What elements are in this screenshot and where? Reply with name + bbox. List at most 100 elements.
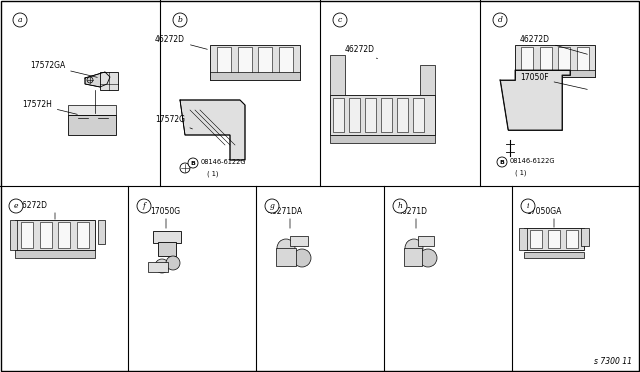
Bar [98,220,105,244]
Circle shape [405,239,423,257]
Text: g: g [269,202,275,210]
Circle shape [180,163,190,173]
Bar [524,228,584,250]
Bar [217,47,231,78]
Bar [259,47,272,78]
Bar [210,45,300,80]
Bar [330,135,435,143]
Bar [548,230,560,248]
Circle shape [497,157,507,167]
Bar [524,252,584,258]
Bar [404,248,422,266]
Circle shape [82,119,94,131]
Circle shape [13,13,27,27]
Bar [515,45,595,77]
Text: a: a [18,16,22,24]
Polygon shape [500,70,570,130]
Bar [581,228,589,246]
Text: e: e [13,202,19,210]
Bar [15,250,95,258]
Text: 46272D: 46272D [345,45,378,59]
Bar [330,55,345,95]
Bar [521,47,534,75]
Text: i: i [527,202,529,210]
Bar [413,98,424,132]
Bar [10,220,17,250]
Bar [530,230,542,248]
Bar [158,242,176,256]
Text: c: c [338,16,342,24]
Text: ( 1): ( 1) [207,170,218,176]
Circle shape [173,13,187,27]
Circle shape [137,199,151,213]
Bar [418,236,434,246]
Circle shape [166,256,180,270]
Bar [210,72,300,80]
Text: 17050F: 17050F [520,73,588,89]
Text: s 7300 11: s 7300 11 [594,357,632,366]
Text: 17572H: 17572H [22,100,77,114]
Bar [276,248,296,266]
Bar [21,222,33,248]
Bar [397,98,408,132]
Text: 46271DA: 46271DA [268,207,303,216]
Text: 46272D: 46272D [520,35,588,54]
Bar [290,236,308,246]
Circle shape [393,199,407,213]
Text: 17050GA: 17050GA [526,207,561,216]
Bar [333,98,344,132]
Bar [40,222,52,248]
Circle shape [91,119,103,131]
Bar [381,98,392,132]
Circle shape [419,249,437,267]
Bar [519,228,527,250]
Bar [558,47,570,75]
Text: 46272D: 46272D [155,35,207,49]
Bar [68,105,116,115]
Bar [420,65,435,95]
Bar [237,47,252,78]
Circle shape [521,199,535,213]
Bar [77,222,89,248]
Bar [577,47,589,75]
Bar [68,115,116,135]
Text: 46271D: 46271D [398,207,428,216]
Circle shape [9,199,23,213]
Text: 08146-6122G: 08146-6122G [510,158,556,164]
Text: 08146-6122G: 08146-6122G [201,159,246,165]
Text: 17572GA: 17572GA [30,61,97,77]
Bar [58,222,70,248]
Circle shape [493,13,507,27]
Bar [15,220,95,250]
Bar [153,231,181,243]
Bar [515,70,595,77]
Text: B: B [191,160,195,166]
Text: 46272D: 46272D [18,201,48,210]
Bar [100,72,118,90]
Bar [349,98,360,132]
Bar [365,98,376,132]
Text: B: B [500,160,504,164]
Text: d: d [497,16,502,24]
Circle shape [265,199,279,213]
Bar [566,230,578,248]
Text: h: h [397,202,403,210]
Text: f: f [143,202,145,210]
Text: ( 1): ( 1) [515,169,527,176]
Circle shape [100,119,112,131]
Circle shape [155,259,169,273]
Bar [279,47,293,78]
Circle shape [188,158,198,168]
Circle shape [333,13,347,27]
Circle shape [277,239,295,257]
Polygon shape [180,100,245,160]
Text: 17050G: 17050G [150,207,180,216]
Bar [330,95,435,135]
Circle shape [87,77,93,83]
Polygon shape [85,72,110,87]
Bar [540,47,552,75]
Circle shape [293,249,311,267]
Bar [148,262,168,272]
Text: 17572G: 17572G [155,115,193,129]
Text: b: b [177,16,182,24]
